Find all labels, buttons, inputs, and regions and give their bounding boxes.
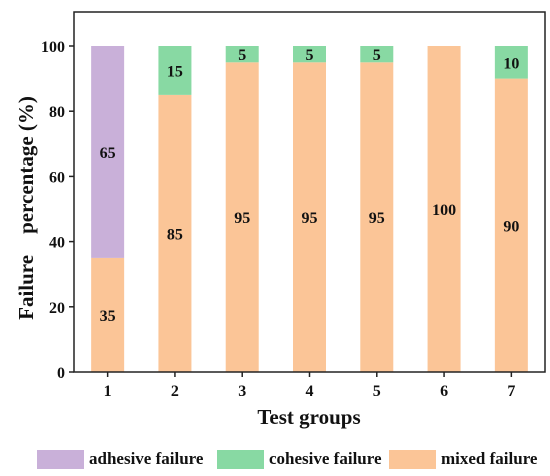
bar-cohesive-3 [225, 46, 259, 63]
y-tick-label-40: 40 [49, 235, 65, 252]
legend-swatch-cohesive [217, 449, 264, 469]
data-label-adhesive-1: 65 [100, 145, 116, 162]
x-tick-label-6: 6 [440, 383, 448, 400]
legend-swatch-mixed [389, 449, 436, 469]
legend-swatch-adhesive [37, 449, 84, 469]
bar-adhesive-1 [91, 46, 125, 258]
x-tick-label-2: 2 [171, 383, 179, 400]
data-label-cohesive-4: 5 [306, 47, 314, 64]
x-tick-label-3: 3 [238, 383, 246, 400]
data-label-cohesive-7: 10 [503, 55, 519, 72]
legend-item-cohesive: cohesive failure [217, 444, 382, 474]
data-label-cohesive-2: 15 [167, 63, 183, 80]
y-tick-label-60: 60 [49, 169, 65, 186]
data-label-cohesive-5: 5 [373, 47, 381, 64]
legend-label-cohesive: cohesive failure [269, 449, 382, 468]
bar-cohesive-4 [293, 46, 326, 63]
data-label-mixed-2: 85 [167, 226, 183, 243]
bar-mixed-4 [293, 62, 326, 373]
bar-cohesive-7 [494, 46, 528, 79]
legend: adhesive failure cohesive failure mixed … [0, 444, 550, 474]
data-label-mixed-6: 100 [432, 202, 456, 219]
data-label-mixed-4: 95 [302, 210, 318, 227]
y-tick-label-100: 100 [41, 39, 65, 56]
bar-mixed-1 [91, 257, 125, 372]
data-label-mixed-7: 90 [503, 218, 519, 235]
y-tick-label-20: 20 [49, 300, 65, 317]
bar-mixed-5 [360, 62, 394, 373]
y-axis-title: Failure percentage (%) [14, 96, 38, 320]
legend-item-adhesive: adhesive failure [37, 444, 203, 474]
data-label-mixed-1: 35 [100, 308, 116, 325]
bar-cohesive-2 [158, 46, 192, 95]
legend-label-adhesive: adhesive failure [89, 449, 204, 468]
bar-cohesive-5 [360, 46, 394, 63]
legend-label-mixed: mixed failure [441, 449, 538, 468]
data-label-cohesive-3: 5 [238, 47, 246, 64]
x-tick-label-5: 5 [373, 383, 381, 400]
y-tick-label-80: 80 [49, 104, 65, 121]
y-tick-label-0: 0 [57, 365, 65, 382]
bar-mixed-6 [427, 46, 461, 372]
data-label-mixed-3: 95 [234, 210, 250, 227]
legend-item-mixed: mixed failure [389, 444, 537, 474]
data-label-mixed-5: 95 [369, 210, 385, 227]
x-axis-title: Test groups [257, 405, 360, 429]
bar-mixed-3 [225, 62, 259, 373]
x-tick-label-7: 7 [507, 383, 515, 400]
x-tick-label-1: 1 [104, 383, 112, 400]
bar-mixed-7 [494, 78, 528, 372]
bar-mixed-2 [158, 94, 192, 373]
x-tick-label-4: 4 [306, 383, 314, 400]
